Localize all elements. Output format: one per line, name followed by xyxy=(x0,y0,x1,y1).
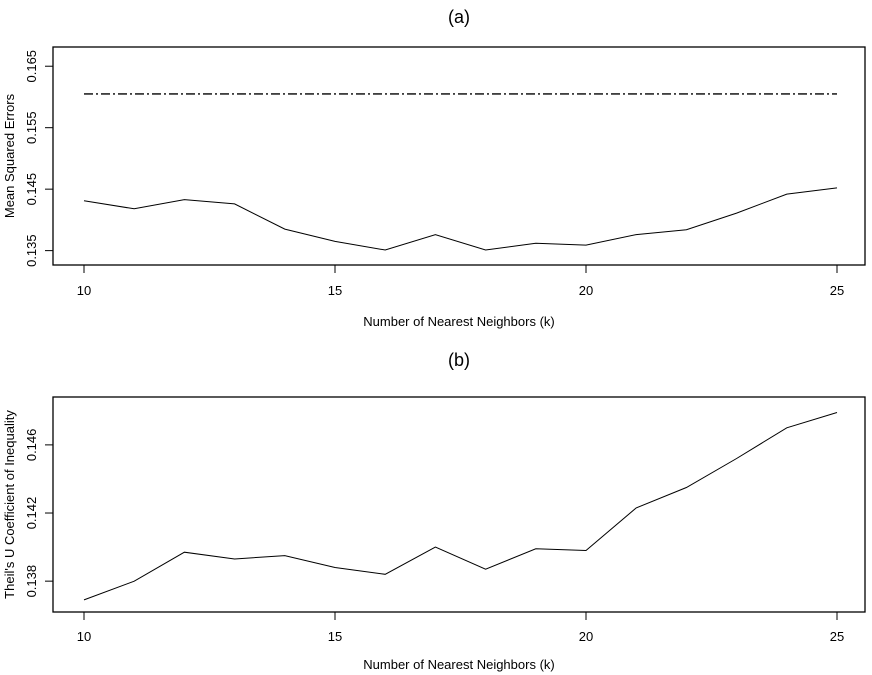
series-line-solid xyxy=(83,187,838,251)
series-line-solid xyxy=(83,412,838,601)
plot-frame xyxy=(52,46,866,266)
panel-title: (a) xyxy=(448,7,470,27)
y-tick-label: 0.142 xyxy=(24,497,39,530)
y-tick-label: 0.165 xyxy=(24,50,39,83)
y-tick-label: 0.155 xyxy=(24,111,39,144)
x-tick-label: 15 xyxy=(328,629,342,644)
x-tick-label: 25 xyxy=(830,283,844,298)
x-tick-label: 10 xyxy=(77,283,91,298)
x-tick-label: 20 xyxy=(579,283,593,298)
x-axis-title: Number of Nearest Neighbors (k) xyxy=(363,657,554,672)
x-tick-label: 20 xyxy=(579,629,593,644)
x-tick-label: 10 xyxy=(77,629,91,644)
y-tick-label: 0.138 xyxy=(24,565,39,598)
y-tick-label: 0.146 xyxy=(24,429,39,462)
plot-frame xyxy=(52,396,866,613)
panel-title: (b) xyxy=(448,350,470,370)
y-tick-label: 0.145 xyxy=(24,173,39,206)
x-axis-title: Number of Nearest Neighbors (k) xyxy=(363,314,554,329)
x-tick-label: 15 xyxy=(328,283,342,298)
y-tick-label: 0.135 xyxy=(24,234,39,267)
x-tick-label: 25 xyxy=(830,629,844,644)
y-axis-title: Theil's U Coefficient of Inequality xyxy=(2,410,17,599)
y-axis-title: Mean Squared Errors xyxy=(2,93,17,218)
